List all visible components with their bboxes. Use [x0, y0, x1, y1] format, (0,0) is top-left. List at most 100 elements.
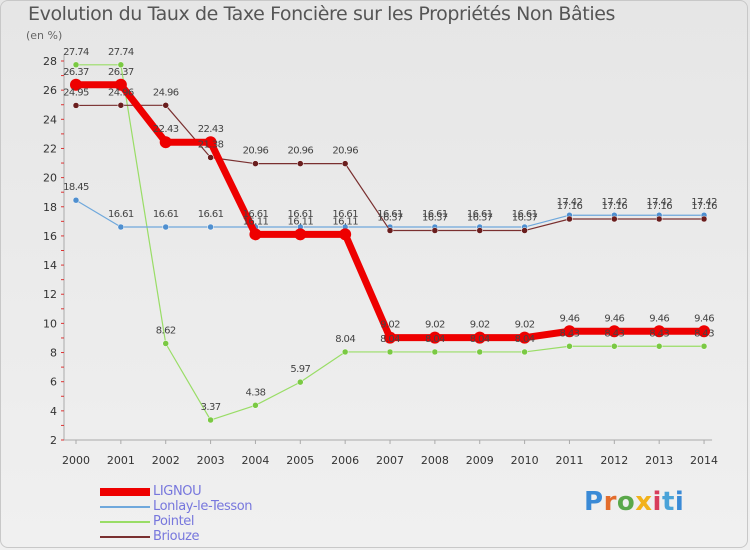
series-line-pointel: [76, 64, 705, 421]
data-point-pointel: [117, 61, 125, 69]
data-point-briouze: [655, 215, 663, 223]
data-point-pointel: [655, 343, 663, 350]
data-point-pointel: [252, 402, 259, 409]
data-label-pointel: 8.43: [604, 328, 624, 339]
logo-letter: P: [584, 487, 604, 517]
data-point-briouze: [476, 227, 483, 234]
data-point-lignou: [473, 331, 486, 344]
data-label-lonlay-le-tesson: 16.61: [153, 209, 179, 220]
data-point-briouze: [566, 215, 573, 223]
y-tick-label: 20: [43, 172, 57, 185]
data-point-lignou: [428, 331, 441, 344]
data-label-lonlay-le-tesson: 16.61: [332, 209, 358, 220]
data-point-pointel: [162, 340, 169, 347]
data-point-lignou: [159, 136, 172, 149]
data-label-pointel: 4.38: [246, 387, 266, 398]
x-tick-label: 2010: [511, 454, 539, 467]
legend-label-pointel: Pointel: [153, 514, 195, 529]
data-point-lignou: [563, 325, 576, 338]
data-point-briouze: [297, 160, 304, 167]
data-label-lignou: 22.43: [153, 124, 179, 135]
data-label-pointel: 5.97: [290, 364, 310, 375]
data-label-pointel: 8.04: [470, 334, 490, 345]
data-label-briouze: 20.96: [243, 146, 269, 157]
data-label-briouze: 17.16: [646, 201, 672, 212]
data-label-briouze: 24.96: [153, 87, 179, 98]
data-point-lignou: [698, 325, 711, 338]
data-label-lonlay-le-tesson: 16.61: [198, 209, 224, 220]
x-tick-label: 2001: [107, 454, 135, 467]
x-tick-label: 2008: [421, 454, 449, 467]
y-tick-label: 14: [43, 259, 57, 272]
data-label-briouze: 16.37: [377, 213, 403, 224]
data-label-lignou: 16.11: [243, 216, 269, 227]
legend-item-lonlay-le-tesson: Lonlay-le-Tesson: [100, 499, 253, 514]
x-tick-label: 2012: [600, 454, 628, 467]
y-tick-label: 12: [43, 288, 57, 301]
legend-label-lonlay-le-tesson: Lonlay-le-Tesson: [153, 499, 253, 514]
y-tick-label: 10: [43, 317, 57, 330]
data-label-pointel: 8.04: [335, 334, 355, 345]
data-label-lonlay-le-tesson: 17.42: [601, 197, 627, 208]
legend-item-pointel: Pointel: [100, 514, 252, 529]
data-label-pointel: 8.04: [380, 334, 400, 345]
x-tick-label: 2003: [197, 454, 225, 467]
data-point-pointel: [476, 348, 483, 356]
legend-item-briouze: Briouze: [100, 529, 252, 544]
data-label-lignou: 9.02: [425, 320, 445, 331]
data-label-lignou: 9.02: [380, 320, 400, 331]
data-label-lonlay-le-tesson: 16.61: [467, 209, 493, 220]
data-label-lignou: 16.11: [287, 216, 313, 227]
logo-letter: t: [661, 487, 675, 517]
data-label-lignou: 9.46: [649, 313, 669, 324]
chart-legend: LIGNOU Lonlay-le-Tesson Pointel Briouze: [100, 484, 253, 544]
data-point-pointel: [341, 348, 349, 356]
y-tick-label: 8: [50, 347, 57, 360]
legend-item-lignou: LIGNOU: [100, 484, 252, 499]
data-point-lignou: [70, 78, 82, 91]
data-point-lonlay-le-tesson: [207, 223, 214, 231]
data-point-lignou: [114, 78, 127, 91]
data-point-pointel: [611, 343, 618, 350]
x-tick-label: 2006: [331, 454, 359, 467]
data-label-pointel: 8.43: [560, 328, 580, 339]
x-tick-label: 2002: [152, 454, 180, 467]
data-label-lignou: 16.11: [332, 216, 358, 227]
data-point-pointel: [566, 343, 573, 350]
data-label-briouze: 17.16: [601, 201, 627, 212]
data-point-lignou: [294, 228, 307, 241]
x-tick-label: 2000: [62, 454, 90, 467]
data-label-lignou: 26.37: [63, 67, 89, 78]
logo-letter: o: [616, 487, 636, 517]
legend-swatch-lonlay-le-tesson: [100, 505, 150, 508]
data-point-briouze: [72, 102, 80, 109]
data-label-pointel: 27.74: [108, 47, 134, 58]
data-label-briouze: 24.96: [108, 87, 134, 98]
logo-letter: r: [603, 487, 617, 517]
data-label-lonlay-le-tesson: 16.61: [287, 209, 313, 220]
data-point-pointel: [431, 348, 439, 356]
data-label-briouze: 16.37: [512, 213, 538, 224]
data-point-briouze: [611, 215, 618, 223]
data-point-briouze: [207, 154, 214, 161]
data-point-lignou: [384, 331, 397, 344]
proxiti-logo: Proxiti: [584, 487, 684, 517]
data-point-briouze: [341, 160, 349, 167]
y-tick-label: 24: [43, 113, 57, 126]
data-label-pointel: 27.74: [63, 47, 89, 58]
data-point-lonlay-le-tesson: [162, 223, 169, 231]
data-label-briouze: 16.37: [422, 213, 448, 224]
data-label-lignou: 9.46: [604, 313, 624, 324]
data-point-pointel: [700, 343, 708, 350]
data-point-pointel: [297, 378, 304, 386]
data-label-briouze: 17.16: [691, 201, 717, 212]
y-tick-label: 16: [43, 230, 57, 243]
data-label-pointel: 8.43: [694, 328, 714, 339]
data-label-lignou: 9.02: [515, 320, 535, 331]
data-point-pointel: [386, 348, 394, 356]
y-axis-unit-label: (en %): [26, 29, 63, 42]
data-label-pointel: 8.04: [425, 334, 445, 345]
legend-swatch-briouze: [100, 535, 150, 538]
x-tick-label: 2014: [690, 454, 718, 467]
